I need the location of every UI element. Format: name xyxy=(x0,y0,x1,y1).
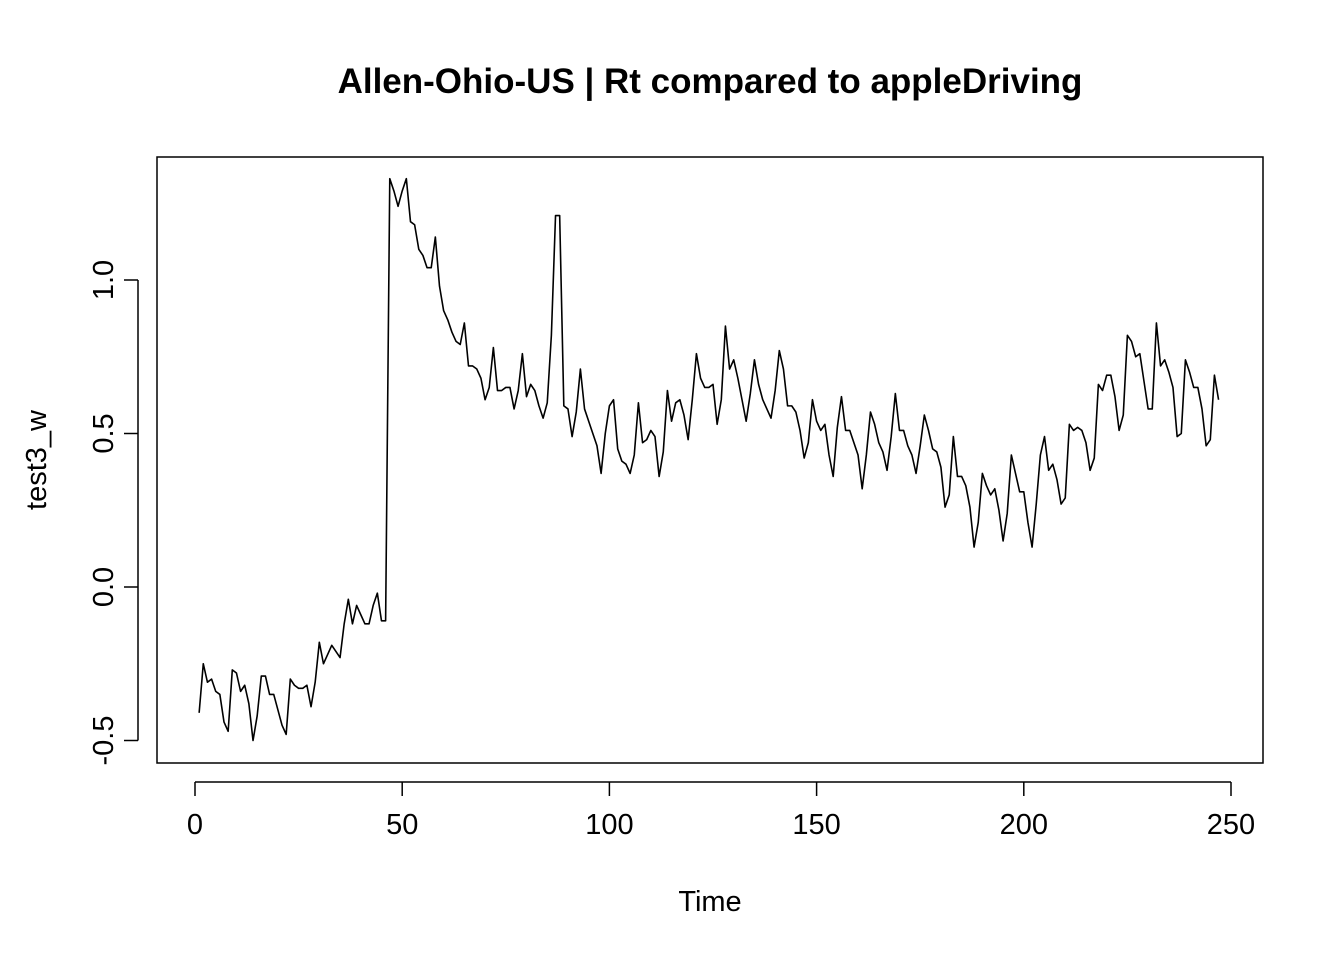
x-tick-label: 200 xyxy=(1000,809,1048,841)
y-tick-label: -0.5 xyxy=(88,716,120,766)
y-tick-label: 0.0 xyxy=(88,567,120,607)
y-axis-label: test3_w xyxy=(21,409,53,510)
y-axis: -0.5 0.0 0.5 1.0 xyxy=(88,260,139,766)
plot-frame xyxy=(156,156,1264,764)
series-points xyxy=(198,178,1219,741)
y-tick-label: 1.0 xyxy=(88,260,120,300)
x-tick-label: 100 xyxy=(585,809,633,841)
x-tick-label: 0 xyxy=(187,809,203,841)
x-tick-label: 50 xyxy=(386,809,418,841)
x-axis: 0 50 100 150 200 250 xyxy=(187,781,1255,841)
series-line xyxy=(198,177,1220,742)
x-tick-label: 150 xyxy=(792,809,840,841)
series-layer xyxy=(198,177,1220,742)
x-tick-label: 250 xyxy=(1207,809,1255,841)
chart-title: Allen-Ohio-US | Rt compared to appleDriv… xyxy=(338,62,1083,101)
x-axis-label: Time xyxy=(678,886,741,918)
y-tick-label: 0.5 xyxy=(88,413,120,453)
